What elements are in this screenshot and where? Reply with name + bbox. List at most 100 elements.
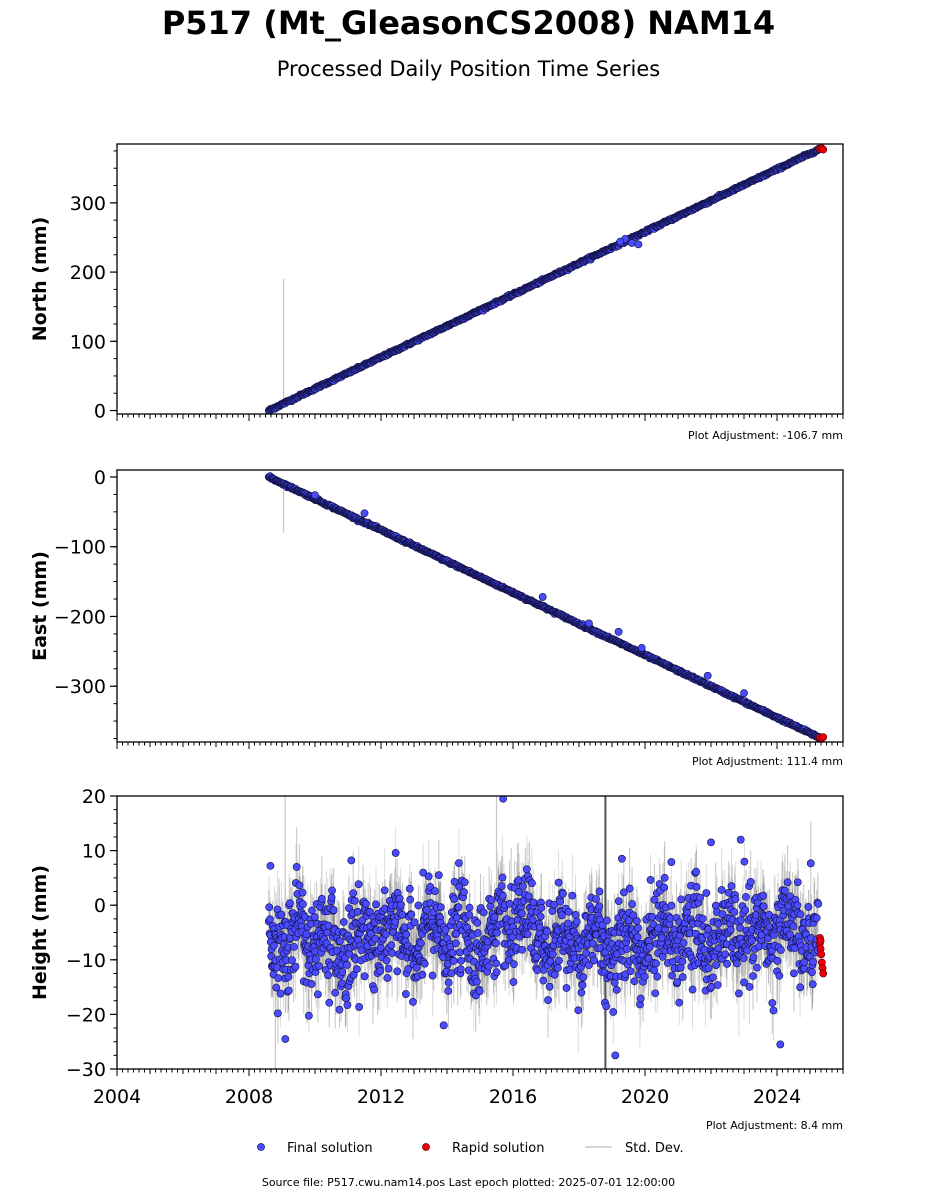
final-point bbox=[727, 882, 736, 890]
final-point-outlier bbox=[266, 861, 275, 870]
final-point bbox=[501, 961, 510, 970]
final-point bbox=[536, 912, 545, 921]
final-point bbox=[544, 996, 552, 1004]
final-point bbox=[553, 964, 562, 972]
final-point bbox=[308, 906, 316, 915]
final-point bbox=[473, 919, 482, 927]
final-point bbox=[714, 944, 723, 953]
final-point bbox=[713, 981, 722, 989]
final-point bbox=[564, 919, 572, 928]
final-point bbox=[692, 882, 701, 891]
final-point bbox=[733, 959, 741, 968]
final-point bbox=[418, 970, 427, 979]
final-point bbox=[313, 990, 322, 999]
final-point bbox=[648, 913, 657, 921]
final-point-outlier bbox=[776, 1040, 785, 1049]
rapid-point bbox=[817, 950, 826, 959]
final-point bbox=[652, 959, 660, 968]
final-point bbox=[454, 859, 463, 868]
final-point bbox=[535, 923, 544, 932]
y-ticks: 0 −100 −200 −300 bbox=[54, 467, 117, 740]
final-point bbox=[498, 891, 507, 900]
final-point bbox=[444, 987, 453, 995]
final-point bbox=[721, 950, 730, 959]
final-point bbox=[677, 895, 686, 904]
final-point bbox=[723, 959, 732, 968]
final-point bbox=[545, 982, 554, 991]
final-point bbox=[339, 918, 348, 926]
final-point bbox=[704, 925, 713, 934]
final-point bbox=[555, 956, 563, 965]
final-point-outlier bbox=[281, 1035, 290, 1043]
final-point-outlier bbox=[667, 858, 676, 866]
final-point bbox=[299, 900, 307, 909]
final-point bbox=[571, 911, 580, 919]
final-point bbox=[623, 945, 631, 953]
rapid-solution-points bbox=[816, 934, 828, 978]
final-point bbox=[295, 881, 304, 890]
final-point bbox=[367, 929, 375, 938]
final-point-outlier bbox=[360, 509, 369, 518]
final-point-outlier bbox=[618, 854, 626, 863]
rapid-point bbox=[819, 145, 828, 154]
final-point bbox=[393, 967, 402, 976]
chart-title: P517 (Mt_GleasonCS2008) NAM14 bbox=[161, 4, 776, 42]
final-point-outlier bbox=[627, 239, 636, 247]
final-point bbox=[354, 880, 363, 889]
final-point bbox=[522, 865, 531, 874]
final-solution-points bbox=[264, 144, 824, 414]
final-point bbox=[465, 911, 473, 919]
final-point bbox=[584, 961, 593, 970]
final-point bbox=[381, 930, 390, 939]
final-point bbox=[628, 900, 636, 908]
x-ticks bbox=[116, 742, 844, 749]
final-point bbox=[370, 985, 378, 994]
final-point bbox=[307, 980, 316, 988]
final-point bbox=[559, 889, 567, 898]
final-point bbox=[653, 972, 662, 981]
final-point bbox=[711, 901, 720, 910]
final-point bbox=[398, 910, 407, 919]
final-point bbox=[726, 925, 735, 934]
y-tick-label: −200 bbox=[54, 606, 106, 628]
final-point bbox=[266, 915, 274, 924]
final-point bbox=[284, 986, 293, 995]
final-point bbox=[528, 915, 537, 924]
final-point bbox=[747, 936, 756, 945]
final-point bbox=[396, 900, 405, 909]
final-point bbox=[789, 922, 798, 931]
final-point-outlier bbox=[311, 491, 319, 500]
final-point bbox=[595, 887, 604, 896]
final-point bbox=[660, 873, 669, 882]
plot-adjustment-label: Plot Adjustment: -106.7 mm bbox=[688, 429, 843, 442]
final-point bbox=[739, 954, 748, 963]
final-point bbox=[537, 903, 546, 912]
final-point bbox=[355, 1003, 364, 1011]
final-point bbox=[609, 1008, 618, 1016]
final-point bbox=[518, 945, 527, 954]
final-point bbox=[402, 930, 411, 939]
final-point bbox=[679, 939, 688, 947]
final-point bbox=[579, 973, 588, 982]
final-point bbox=[395, 894, 404, 903]
final-point bbox=[272, 983, 281, 992]
final-point bbox=[473, 977, 481, 986]
final-point bbox=[640, 972, 649, 981]
final-point bbox=[759, 902, 768, 911]
final-point bbox=[391, 849, 400, 857]
final-point bbox=[702, 889, 711, 897]
final-point bbox=[335, 1005, 344, 1014]
final-point-outlier bbox=[538, 593, 547, 601]
final-point bbox=[414, 901, 423, 910]
final-point bbox=[405, 884, 414, 893]
final-point bbox=[550, 970, 559, 979]
final-point bbox=[588, 939, 597, 948]
final-point bbox=[406, 895, 415, 904]
final-point bbox=[343, 961, 351, 969]
final-point bbox=[286, 899, 294, 908]
final-point bbox=[717, 886, 726, 894]
final-point bbox=[602, 1002, 611, 1011]
final-point-outlier bbox=[347, 856, 356, 865]
final-point bbox=[298, 888, 307, 897]
final-point bbox=[698, 914, 707, 923]
